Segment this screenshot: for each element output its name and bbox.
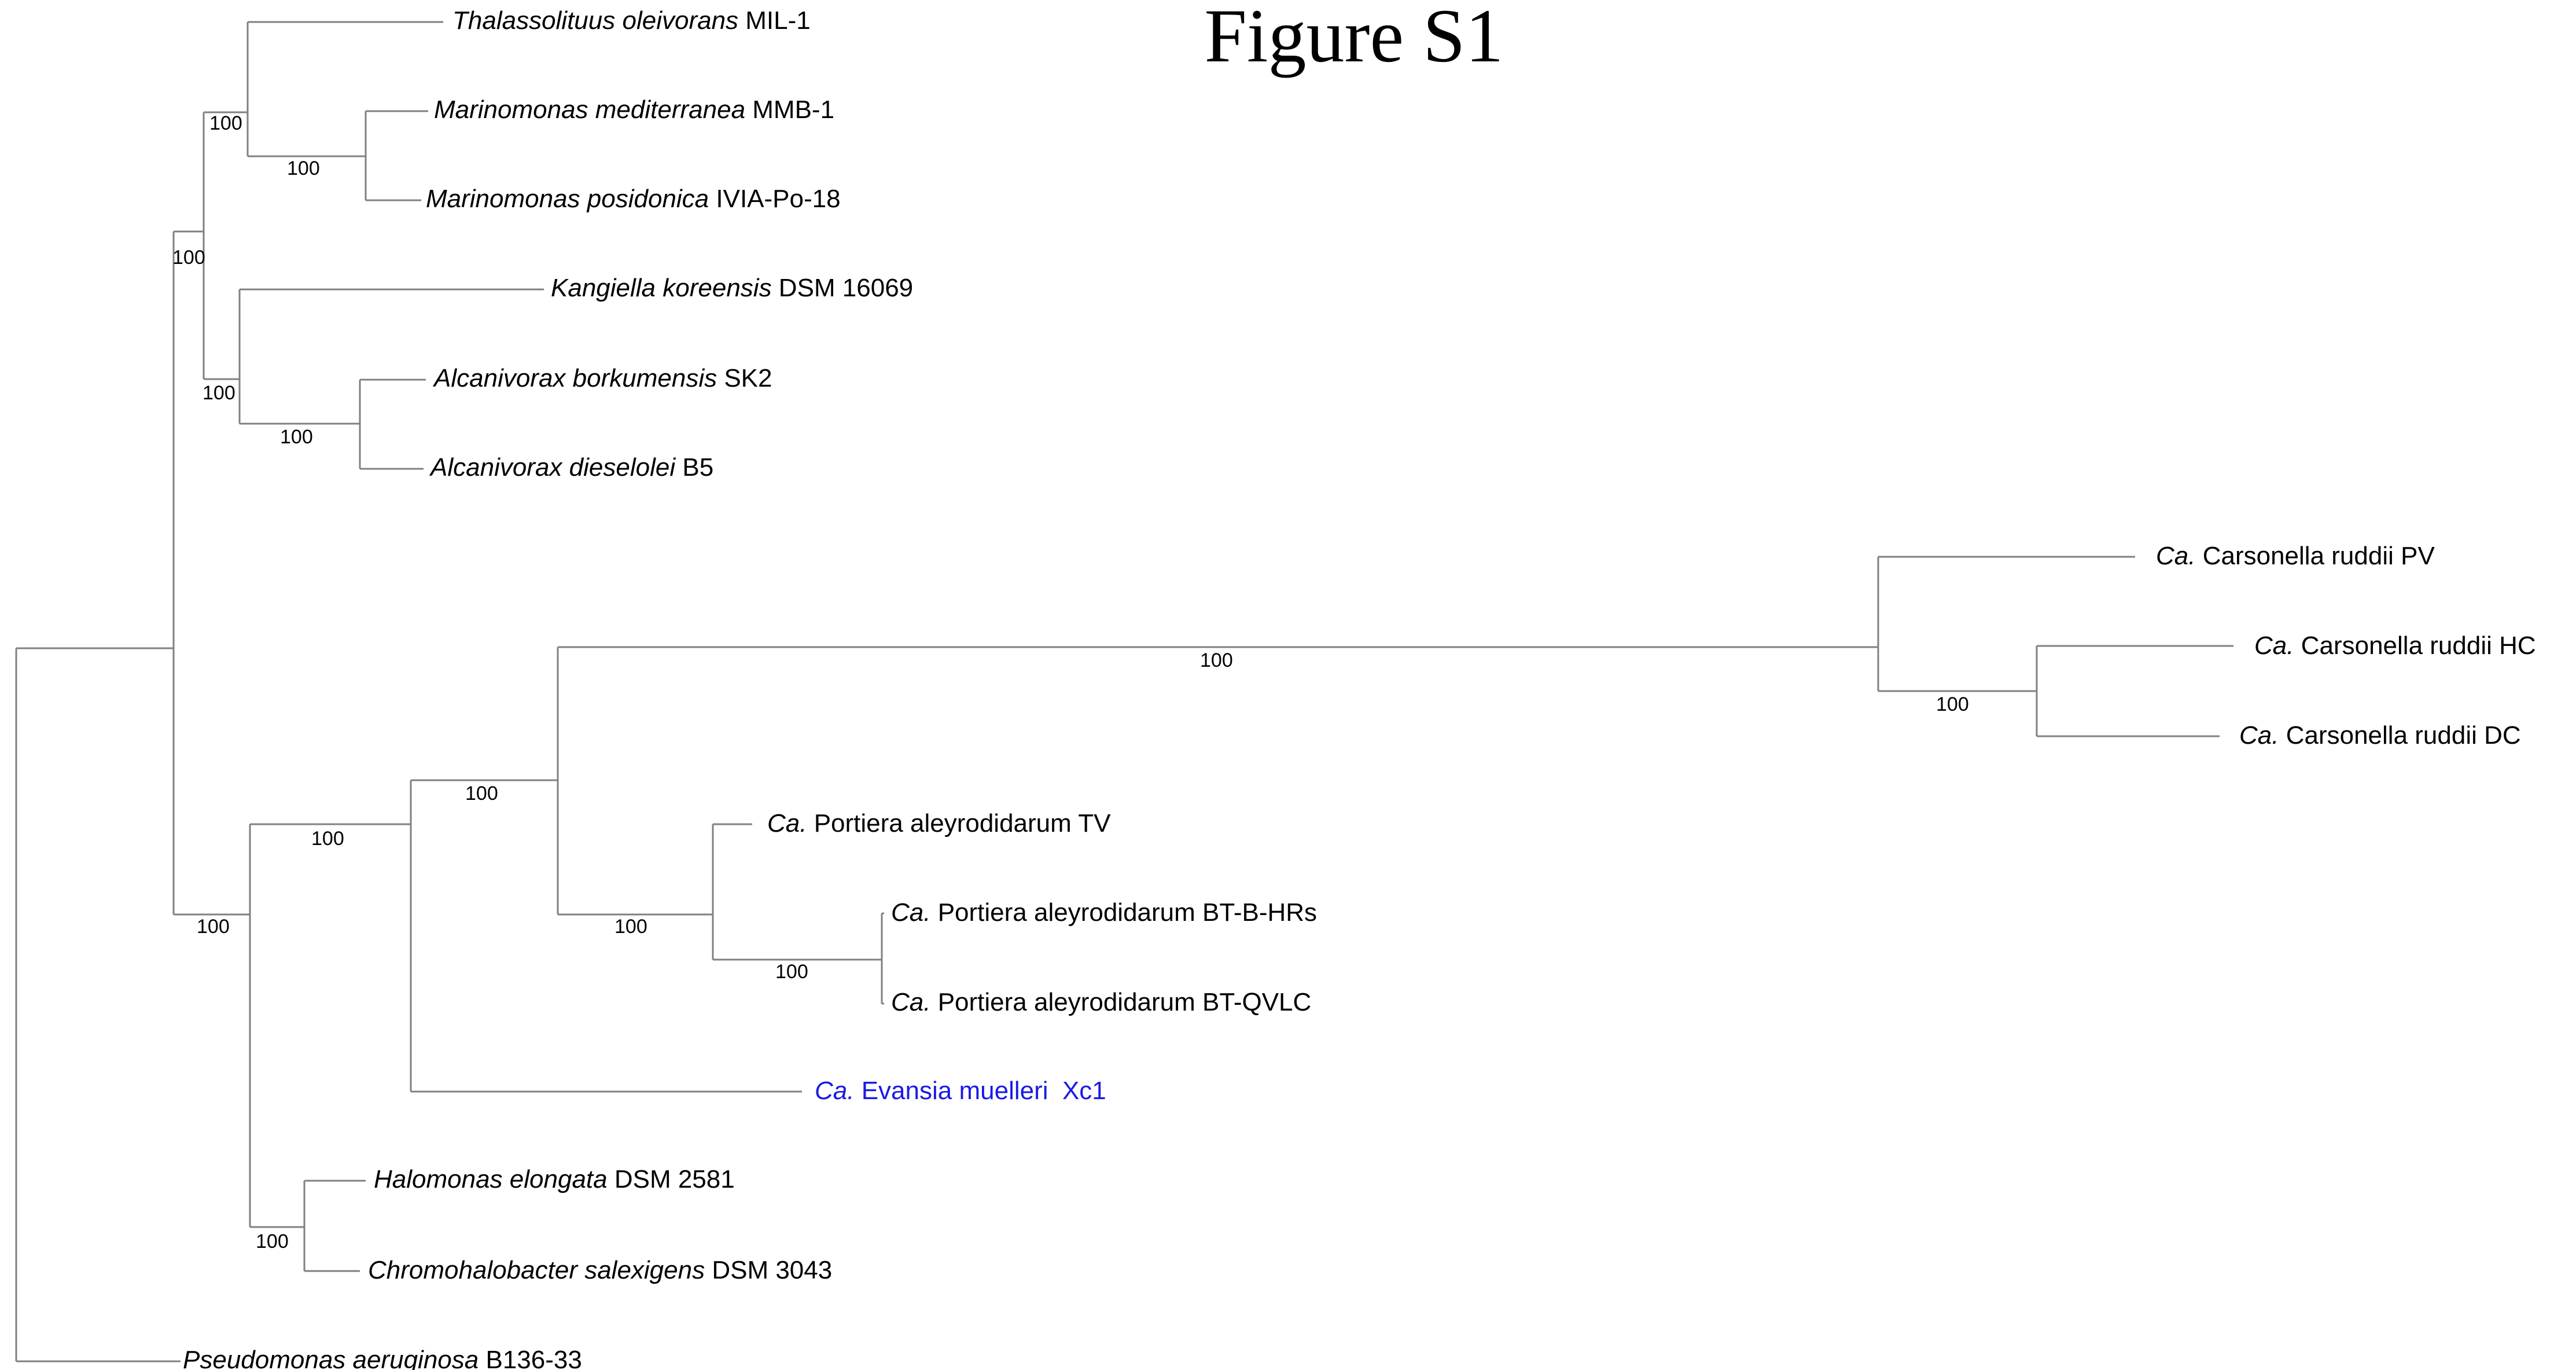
leaf-label-kangiella: Kangiella koreensis DSM 16069 (551, 274, 913, 302)
support-value: 100 (614, 916, 647, 938)
leaf-label-chromohalobacter: Chromohalobacter salexigens DSM 3043 (368, 1256, 832, 1284)
leaf-label-portiera-tv: Ca. Portiera aleyrodidarum TV (767, 809, 1111, 838)
leaf-label-portiera-bt-qvlc: Ca. Portiera aleyrodidarum BT-QVLC (891, 988, 1311, 1016)
figure-title: Figure S1 (1204, 0, 1503, 78)
leaf-label-evansia: Ca. Evansia muelleri Xc1 (815, 1077, 1106, 1105)
support-value: 100 (1936, 693, 1969, 715)
leaf-label-alcanivorax-borkumensis: Alcanivorax borkumensis SK2 (432, 364, 772, 392)
support-value: 100 (172, 247, 205, 269)
support-value: 100 (209, 112, 242, 134)
support-value: 100 (775, 961, 808, 983)
support-value: 100 (311, 828, 344, 850)
leaf-label-halomonas: Halomonas elongata DSM 2581 (374, 1165, 735, 1193)
support-value: 100 (280, 426, 313, 448)
support-value: 100 (287, 157, 320, 179)
support-value: 100 (465, 783, 498, 805)
leaf-label-portiera-bt-b-hrs: Ca. Portiera aleyrodidarum BT-B-HRs (891, 898, 1317, 927)
leaf-label-carsonella-dc: Ca. Carsonella ruddii DC (2239, 721, 2521, 750)
leaf-label-thalassolituus: Thalassolituus oleivorans MIL-1 (452, 6, 811, 35)
support-value: 100 (203, 382, 235, 404)
support-value: 100 (197, 916, 230, 938)
support-value: 100 (256, 1231, 289, 1253)
leaf-label-carsonella-pv: Ca. Carsonella ruddii PV (2156, 542, 2435, 570)
tree-branches (16, 22, 2233, 1361)
leaf-labels: Thalassolituus oleivorans MIL-1 Marinomo… (183, 6, 2536, 1370)
leaf-label-pseudomonas: Pseudomonas aeruginosa B136-33 (183, 1346, 582, 1370)
leaf-label-alcanivorax-dieselolei: Alcanivorax dieselolei B5 (429, 453, 713, 482)
leaf-label-marinomonas-mediterranea: Marinomonas mediterranea MMB-1 (434, 96, 834, 124)
leaf-label-marinomonas-posidonica: Marinomonas posidonica IVIA-Po-18 (426, 185, 841, 213)
leaf-label-carsonella-hc: Ca. Carsonella ruddii HC (2254, 631, 2536, 660)
support-value: 100 (1200, 649, 1233, 671)
